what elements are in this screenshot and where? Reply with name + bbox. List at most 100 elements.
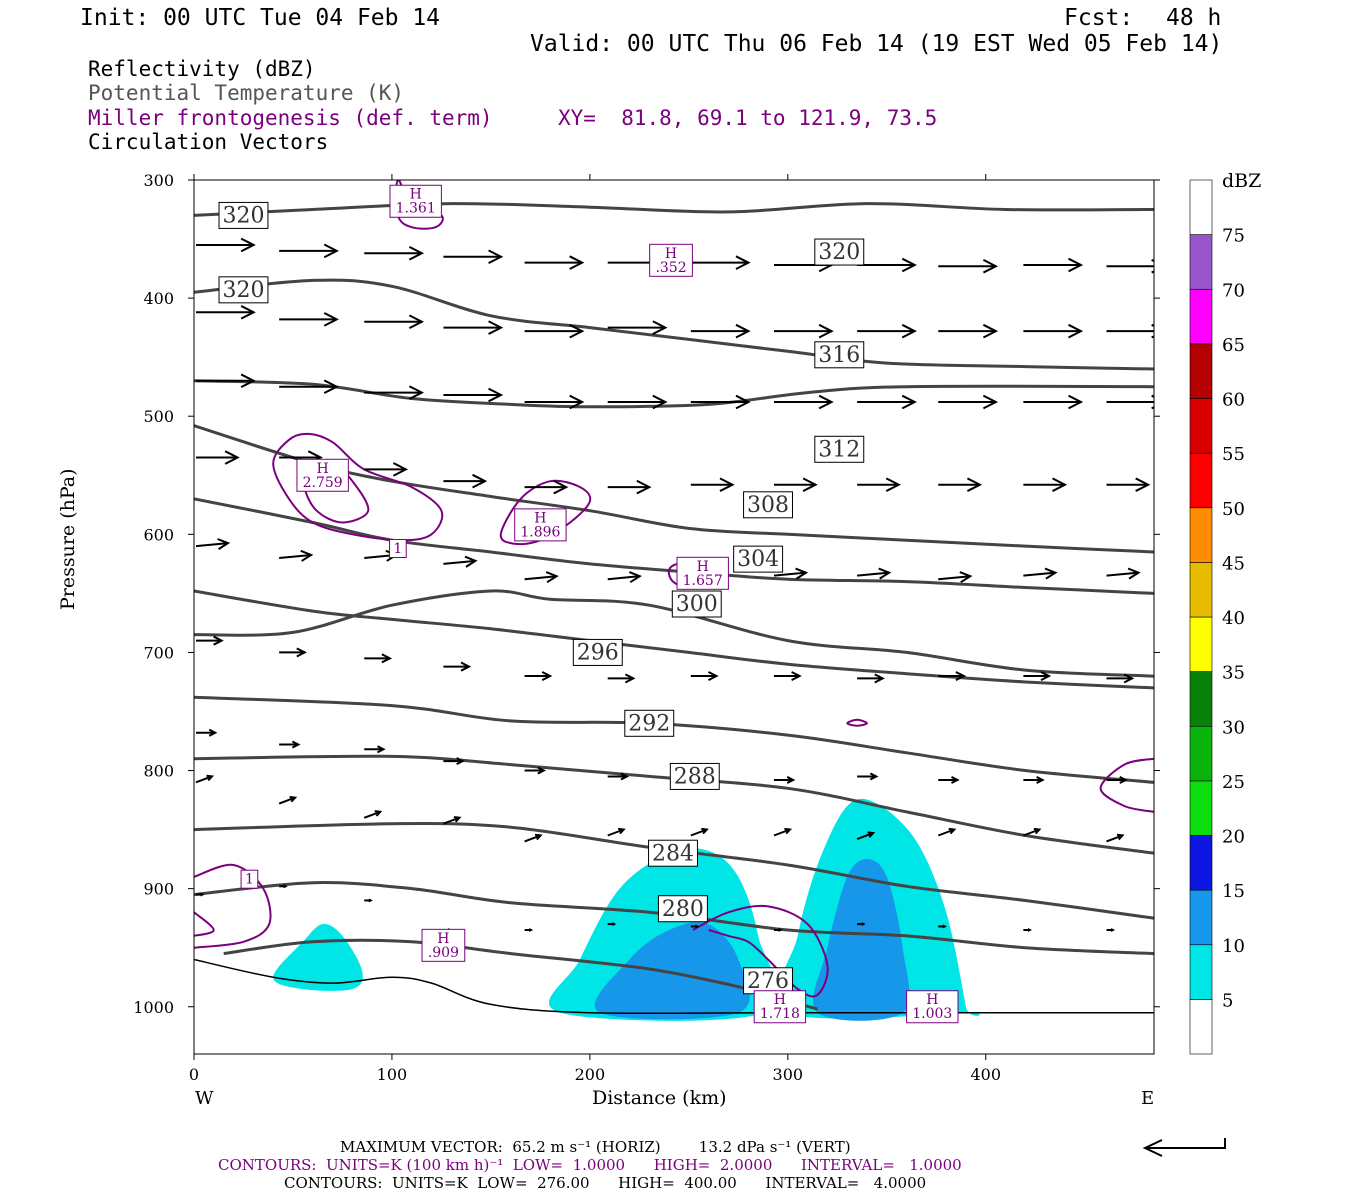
frontogenesis-max-1.657-text: H bbox=[697, 559, 709, 575]
theta-label-288-box bbox=[669, 762, 720, 790]
colorbar-tick-label: 35 bbox=[1222, 663, 1245, 684]
colorbar-swatch bbox=[1189, 944, 1213, 1000]
y-tick-label: 400 bbox=[143, 289, 174, 308]
vector-head bbox=[240, 373, 256, 389]
miller-contour-1 bbox=[1099, 757, 1154, 813]
theta-label-320-text: 320 bbox=[222, 278, 264, 303]
vector-head bbox=[224, 450, 240, 465]
x-tick-label: 400 bbox=[970, 1065, 1001, 1084]
vector-head bbox=[1036, 776, 1045, 784]
theta-label-284: 284 bbox=[648, 839, 698, 867]
vector-head bbox=[901, 257, 917, 273]
vector-head bbox=[408, 245, 425, 261]
vector-head bbox=[620, 772, 630, 781]
miller-contour-1 bbox=[499, 479, 592, 546]
frontogenesis-max-.352-text: H bbox=[665, 246, 677, 262]
y-tick-label: 700 bbox=[143, 643, 174, 662]
colorbar-tick-label: 60 bbox=[1222, 390, 1245, 411]
theta-label-312-box bbox=[814, 435, 865, 463]
theta-contour-note: CONTOURS: UNITS=K LOW= 276.00 HIGH= 400.… bbox=[284, 1174, 927, 1192]
vector-head bbox=[460, 661, 472, 672]
frontogenesis-max-1.657-text: 1.657 bbox=[683, 573, 723, 589]
colorbar-tick-label: 5 bbox=[1222, 990, 1233, 1011]
theta-contour-308 bbox=[194, 497, 1154, 595]
colorbar-swatch bbox=[1189, 616, 1213, 672]
theta-label-276: 276 bbox=[743, 967, 793, 995]
frontogenesis-max-.352-text: .352 bbox=[655, 260, 686, 276]
frontogenesis-max-1.718-text: 1.718 bbox=[760, 1006, 800, 1022]
colorbar-tick-label: 45 bbox=[1222, 553, 1245, 574]
colorbar-tick-label: 50 bbox=[1222, 499, 1245, 520]
theta-label-320: 320 bbox=[814, 238, 865, 266]
theta-label-320-box bbox=[218, 276, 269, 304]
vector-head bbox=[874, 673, 885, 684]
miller-contour-1 bbox=[692, 904, 829, 998]
colorbar-tick-label: 75 bbox=[1222, 226, 1245, 247]
vector-head bbox=[569, 255, 585, 270]
legend-vectors: Circulation Vectors bbox=[88, 130, 329, 154]
plot-frame bbox=[193, 179, 1155, 1055]
max-vector-note: MAXIMUM VECTOR: 65.2 m s⁻¹ (HORIZ) 13.2 … bbox=[340, 1138, 851, 1156]
theta-label-276-text: 276 bbox=[747, 969, 789, 994]
colorbar-swatch bbox=[1189, 234, 1213, 290]
colorbar-swatch bbox=[1189, 780, 1213, 836]
frontogenesis-max-1.003: H1.003 bbox=[906, 990, 959, 1024]
vector-head bbox=[786, 776, 796, 784]
vector-head bbox=[289, 795, 298, 803]
theta-label-296: 296 bbox=[572, 638, 623, 666]
reference-vector bbox=[1142, 1138, 1226, 1157]
frontogenesis-max-1.003-box bbox=[906, 990, 959, 1024]
vector-head bbox=[901, 323, 917, 339]
theta-contour-316 bbox=[194, 379, 1154, 409]
vector-shaft bbox=[773, 828, 791, 837]
vector-shaft bbox=[1023, 828, 1040, 837]
theta-label-316-text: 316 bbox=[818, 343, 860, 368]
vector-head bbox=[784, 827, 793, 835]
vector-head bbox=[955, 671, 967, 682]
theta-contour-320 bbox=[194, 202, 1154, 217]
x-axis-title: Distance (km) bbox=[592, 1087, 727, 1109]
forecast-label: Fcst: bbox=[1064, 5, 1134, 31]
y-tick-label: 1000 bbox=[133, 998, 174, 1017]
init-time: Init: 00 UTC Tue 04 Feb 14 bbox=[80, 5, 441, 31]
theta-label-292-text: 292 bbox=[628, 711, 670, 736]
vector-shaft bbox=[1106, 571, 1139, 577]
y-tick-label: 800 bbox=[143, 762, 174, 781]
x-tick-label: 0 bbox=[189, 1065, 199, 1084]
reference-vector-head bbox=[1142, 1139, 1163, 1157]
miller-contour-1 bbox=[272, 432, 444, 542]
colorbar-tick-label: 40 bbox=[1222, 608, 1245, 629]
vector-head bbox=[199, 892, 205, 897]
vector-head bbox=[377, 745, 386, 754]
vector-head bbox=[300, 549, 314, 562]
frontogenesis-max-1.896-text: H bbox=[534, 510, 546, 526]
vector-head bbox=[1116, 833, 1125, 841]
theta-label-296-box bbox=[572, 638, 623, 666]
frontogenesis-max-1.718: H1.718 bbox=[753, 990, 807, 1024]
legend-miller: Miller frontogenesis (def. term) bbox=[88, 106, 493, 130]
vector-head bbox=[1110, 928, 1116, 932]
frontogenesis-max-1.003-text: 1.003 bbox=[912, 1006, 952, 1022]
vector-head bbox=[569, 323, 585, 339]
theta-label-300-text: 300 bbox=[676, 592, 718, 617]
frontogenesis-max-.909: H.909 bbox=[421, 928, 466, 962]
colorbar-tick-label: 70 bbox=[1222, 280, 1245, 301]
vector-head bbox=[488, 320, 504, 335]
vector-head bbox=[368, 898, 373, 903]
vector-shaft bbox=[443, 816, 460, 825]
vector-shaft bbox=[524, 834, 541, 843]
vector-head bbox=[217, 538, 231, 550]
vector-shaft bbox=[938, 575, 971, 581]
colorbar-swatch bbox=[1189, 835, 1213, 891]
theta-label-316-box bbox=[814, 341, 865, 369]
vector-head bbox=[1123, 673, 1135, 684]
miller-label-1-text: 1 bbox=[245, 872, 254, 888]
y-axis-title: Pressure (hPa) bbox=[57, 468, 79, 610]
vector-head bbox=[553, 479, 569, 495]
vector-head bbox=[982, 394, 999, 410]
theta-label-312: 312 bbox=[814, 435, 865, 463]
colorbar-swatch bbox=[1189, 452, 1213, 509]
colorbar-tick-label: 25 bbox=[1222, 772, 1245, 793]
miller-label-1: 1 bbox=[240, 869, 259, 889]
